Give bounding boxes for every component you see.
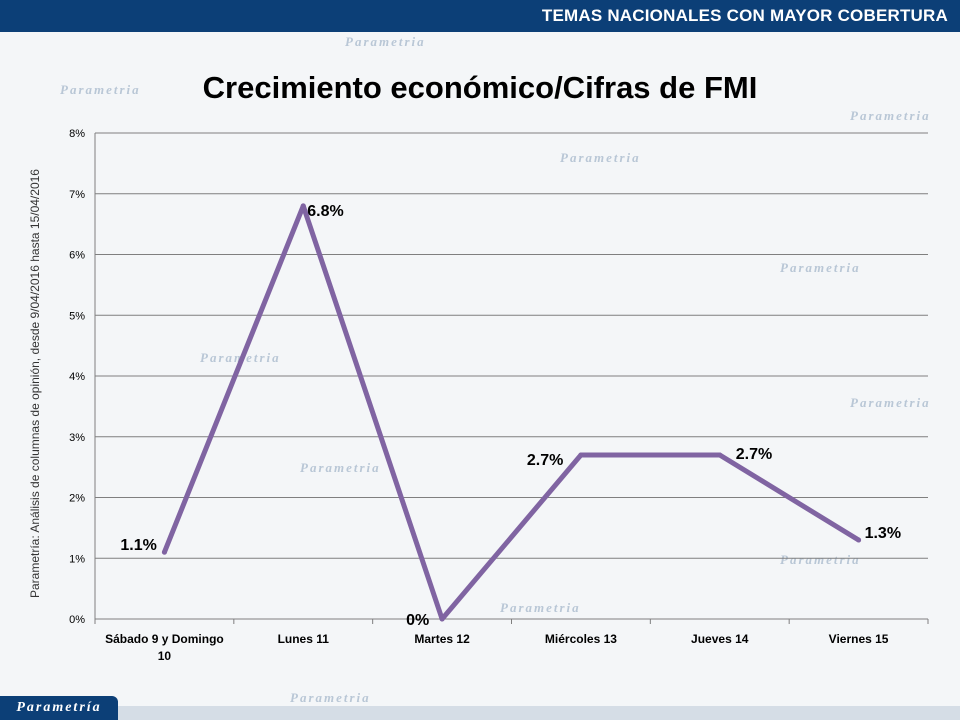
data-point <box>856 537 862 543</box>
data-label: 2.7% <box>527 452 563 469</box>
y-tick-label: 7% <box>69 189 85 201</box>
data-point <box>717 452 723 458</box>
x-tick-label: Sábado 9 y Domingo 10 <box>105 632 224 663</box>
data-label: 0% <box>406 612 429 629</box>
y-tick-label: 4% <box>69 371 85 383</box>
series-line <box>161 203 862 622</box>
watermark-text: Parametria <box>60 82 141 97</box>
y-tick-label: 3% <box>69 432 85 444</box>
watermark-text: Parametria <box>560 150 641 165</box>
data-label: 2.7% <box>736 446 772 463</box>
y-tick-label: 1% <box>69 553 85 565</box>
y-tick-label: 5% <box>69 310 85 322</box>
header-bar <box>0 0 960 32</box>
watermark-text: Parametria <box>200 350 281 365</box>
data-label: 1.3% <box>865 525 901 542</box>
watermark-text: Parametria <box>290 690 371 705</box>
x-tick-label: Viernes 15 <box>829 632 889 646</box>
watermark-text: Parametria <box>780 260 861 275</box>
data-point <box>439 616 445 622</box>
data-label: 6.8% <box>307 203 343 220</box>
data-label: 1.1% <box>120 537 156 554</box>
chart-title: Crecimiento económico/Cifras de FMI <box>202 70 758 105</box>
y-tick-label: 6% <box>69 250 85 262</box>
section-banner: TEMAS NACIONALES CON MAYOR COBERTURA <box>541 6 948 25</box>
footer-bar <box>0 706 960 720</box>
y-tick-label: 2% <box>69 493 85 505</box>
y-tick-label: 8% <box>69 128 85 140</box>
watermark-text: Parametria <box>500 600 581 615</box>
data-point <box>300 203 306 209</box>
x-tick-label: Martes 12 <box>414 632 470 646</box>
watermark-text: Parametria <box>780 552 861 567</box>
data-point <box>161 549 167 555</box>
x-tick-label: Miércoles 13 <box>545 632 617 646</box>
watermark-text: Parametria <box>850 108 931 123</box>
data-point <box>578 452 584 458</box>
x-tick-label: Jueves 14 <box>691 632 749 646</box>
watermark-text: Parametria <box>300 460 381 475</box>
y-tick-label: 0% <box>69 614 85 626</box>
watermark-text: Parametria <box>850 395 931 410</box>
watermark-text: Parametria <box>345 34 426 49</box>
x-tick-label: Lunes 11 <box>278 632 330 646</box>
parametria-logo: Parametría <box>0 696 118 720</box>
